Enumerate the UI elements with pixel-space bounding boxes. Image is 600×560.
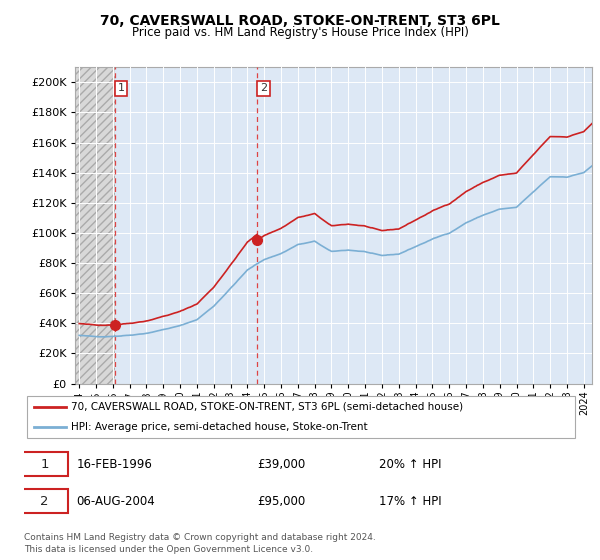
Text: 70, CAVERSWALL ROAD, STOKE-ON-TRENT, ST3 6PL: 70, CAVERSWALL ROAD, STOKE-ON-TRENT, ST3… xyxy=(100,14,500,28)
Text: Contains HM Land Registry data © Crown copyright and database right 2024.
This d: Contains HM Land Registry data © Crown c… xyxy=(24,533,376,554)
Bar xyxy=(75,67,115,384)
Text: Price paid vs. HM Land Registry's House Price Index (HPI): Price paid vs. HM Land Registry's House … xyxy=(131,26,469,39)
Text: HPI: Average price, semi-detached house, Stoke-on-Trent: HPI: Average price, semi-detached house,… xyxy=(71,422,368,432)
Text: 20% ↑ HPI: 20% ↑ HPI xyxy=(379,458,442,470)
Text: 16-FEB-1996: 16-FEB-1996 xyxy=(77,458,152,470)
FancyBboxPatch shape xyxy=(21,452,68,476)
Bar xyxy=(75,67,115,384)
Text: 1: 1 xyxy=(40,458,49,470)
Text: £95,000: £95,000 xyxy=(257,494,305,507)
Text: 70, CAVERSWALL ROAD, STOKE-ON-TRENT, ST3 6PL (semi-detached house): 70, CAVERSWALL ROAD, STOKE-ON-TRENT, ST3… xyxy=(71,402,463,412)
Text: 17% ↑ HPI: 17% ↑ HPI xyxy=(379,494,442,507)
FancyBboxPatch shape xyxy=(27,395,575,438)
Text: 2: 2 xyxy=(260,83,267,94)
Text: 2: 2 xyxy=(40,494,49,507)
Text: £39,000: £39,000 xyxy=(257,458,305,470)
Text: 1: 1 xyxy=(118,83,124,94)
Text: 06-AUG-2004: 06-AUG-2004 xyxy=(77,494,155,507)
FancyBboxPatch shape xyxy=(21,489,68,513)
